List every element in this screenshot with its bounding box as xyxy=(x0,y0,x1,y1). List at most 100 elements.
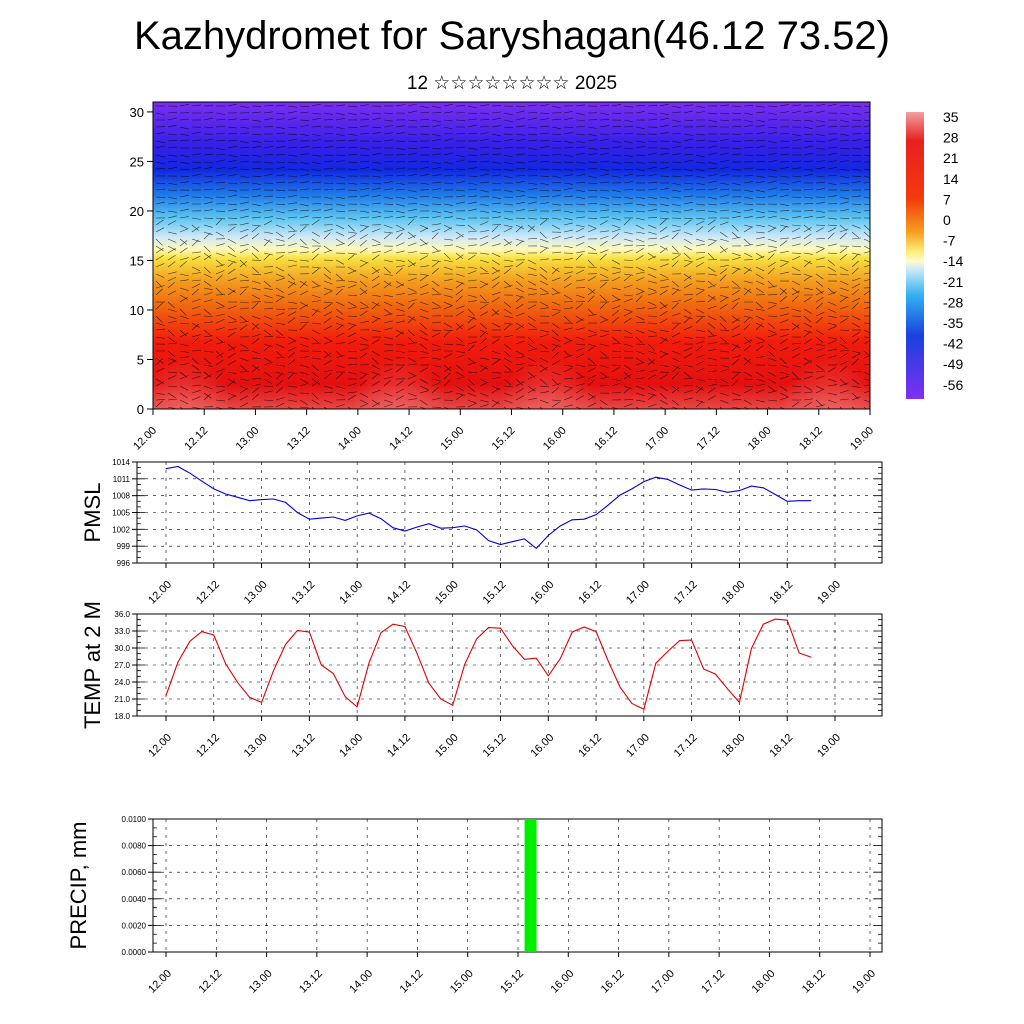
cs-ytick-label: 0 xyxy=(137,402,144,417)
ytick-label: 1002 xyxy=(112,525,130,534)
ytick-label: 0.0000 xyxy=(122,948,147,957)
data-point xyxy=(571,631,573,633)
data-point xyxy=(428,523,430,525)
xtick-label: 15.00 xyxy=(433,579,461,607)
data-point xyxy=(165,695,167,696)
xtick-label: 16.00 xyxy=(528,579,556,607)
cs-xtick-label: 14.00 xyxy=(336,425,364,453)
data-point xyxy=(810,656,812,658)
colorbar-label: -7 xyxy=(943,233,956,249)
data-point xyxy=(786,619,788,621)
data-point xyxy=(643,708,645,710)
y-axis-label: PRECIP, mm xyxy=(66,822,91,950)
cs-ytick-label: 15 xyxy=(130,253,144,268)
data-point xyxy=(261,702,262,703)
data-point xyxy=(416,526,418,528)
data-point xyxy=(595,514,597,516)
panel-frame xyxy=(152,818,883,953)
colorbar-label: -56 xyxy=(943,377,963,393)
data-point xyxy=(798,652,800,654)
ytick-label: 1008 xyxy=(112,492,130,501)
data-point xyxy=(488,627,489,628)
data-point xyxy=(571,519,573,521)
xtick-label: 15.00 xyxy=(433,732,461,760)
data-point xyxy=(273,670,274,672)
data-point xyxy=(739,702,740,703)
xtick-label: 19.00 xyxy=(815,732,843,760)
data-point xyxy=(798,500,800,502)
data-point xyxy=(356,706,358,708)
series-line xyxy=(165,618,812,710)
surface-warm-area xyxy=(502,334,593,409)
data-point xyxy=(213,634,215,636)
data-point xyxy=(213,488,215,490)
axis-minor-ticks xyxy=(153,818,882,953)
data-point xyxy=(500,627,501,629)
data-point xyxy=(715,673,716,675)
page-title: Kazhydromet for Saryshagan(46.12 73.52) xyxy=(134,14,890,58)
data-point xyxy=(715,489,716,490)
xtick-label: 17.12 xyxy=(672,579,700,607)
data-point xyxy=(727,491,728,493)
data-point xyxy=(762,487,764,489)
precip-bar xyxy=(524,819,537,952)
data-point xyxy=(237,496,239,498)
xtick-label: 13.00 xyxy=(242,579,270,607)
ytick-label: 36.0 xyxy=(114,610,130,619)
y-axis-label: TEMP at 2 M xyxy=(80,601,105,729)
data-point xyxy=(583,518,585,520)
data-point xyxy=(547,675,549,677)
cs-xtick-label: 19.00 xyxy=(848,425,876,453)
data-point xyxy=(619,494,621,496)
data-point xyxy=(189,640,191,642)
data-point xyxy=(667,478,669,480)
data-point xyxy=(655,476,657,478)
xtick-label: 17.00 xyxy=(649,968,677,996)
xtick-label: 12.00 xyxy=(146,968,174,996)
data-point xyxy=(440,698,442,700)
data-point xyxy=(691,639,693,641)
colorbar: 35 28 21 14 7 0 -7 -14 -21 -28 -35 -42 -49 -56 xyxy=(906,109,963,399)
data-point xyxy=(727,688,728,690)
data-point xyxy=(739,490,740,492)
xtick-label: 18.12 xyxy=(800,968,828,996)
xtick-label: 14.12 xyxy=(385,732,413,760)
data-point xyxy=(762,623,764,625)
page-subtitle: 12 ☆☆☆☆☆☆☆☆ 2025 xyxy=(406,73,618,94)
data-point xyxy=(643,481,645,483)
ytick-label: 1011 xyxy=(113,475,131,484)
xtick-label: 14.12 xyxy=(398,968,426,996)
cs-xtick-label: 17.12 xyxy=(695,425,723,453)
xtick-label: 15.12 xyxy=(498,968,526,996)
cs-ytick-label: 25 xyxy=(130,154,144,169)
cs-xtick-label: 14.12 xyxy=(387,425,415,453)
data-point xyxy=(703,668,704,670)
data-point xyxy=(237,682,239,683)
cs-xtick-label: 12.12 xyxy=(182,425,210,453)
data-point xyxy=(308,631,310,633)
xtick-label: 13.12 xyxy=(290,732,318,760)
data-point xyxy=(452,527,454,529)
data-point xyxy=(583,626,585,628)
data-point xyxy=(165,468,167,470)
xtick-label: 17.00 xyxy=(624,579,652,607)
xtick-label: 13.12 xyxy=(297,968,325,996)
data-point xyxy=(177,661,179,663)
data-point xyxy=(631,703,633,704)
data-point xyxy=(225,493,227,495)
xtick-label: 18.00 xyxy=(750,968,778,996)
data-point xyxy=(523,658,525,660)
ytick-label: 0.0060 xyxy=(122,868,147,877)
xtick-label: 17.12 xyxy=(699,968,727,996)
xtick-label: 19.00 xyxy=(850,968,878,996)
xtick-label: 13.00 xyxy=(247,968,275,996)
xtick-label: 15.00 xyxy=(448,968,476,996)
cs-xtick-label: 18.00 xyxy=(746,425,774,453)
xtick-label: 12.12 xyxy=(194,579,222,607)
data-point xyxy=(416,652,418,654)
grid-lines xyxy=(153,818,882,953)
xtick-label: 14.12 xyxy=(385,579,413,607)
data-point xyxy=(703,488,704,490)
cs-xtick-label: 17.00 xyxy=(643,425,671,453)
